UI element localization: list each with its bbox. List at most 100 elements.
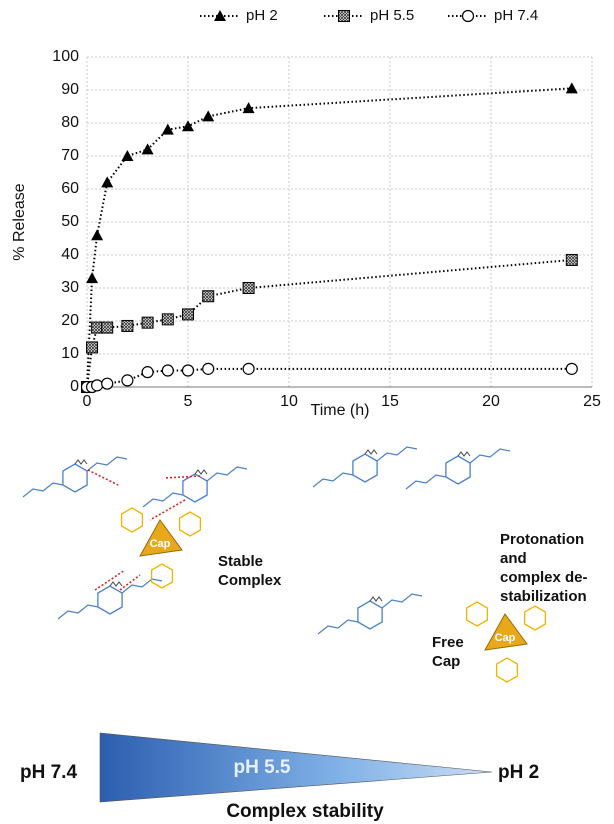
ring (523, 605, 547, 631)
scale-middle: pH 5.5 (233, 757, 290, 778)
cap-triangle (139, 519, 183, 557)
marker (86, 341, 99, 354)
label: Free (432, 634, 464, 651)
label: complex de- (500, 569, 588, 586)
wavy-bond (194, 469, 208, 475)
marker (181, 364, 195, 377)
label: Cap (432, 653, 460, 670)
chain (121, 578, 163, 594)
marker (565, 253, 578, 266)
y-tick-label: 90 (61, 81, 79, 98)
marker (90, 379, 104, 392)
marker (101, 377, 114, 390)
chain (405, 474, 447, 490)
y-tick-label: 80 (61, 114, 79, 131)
x-tick-label: 10 (280, 393, 298, 410)
chain (312, 472, 354, 488)
wavy-bond (364, 449, 378, 455)
x-tick-label: 25 (583, 393, 601, 410)
diagram: pH 5.5 pH 7.4 pH 2 Complex stability Cap… (20, 446, 588, 822)
h-bond (164, 475, 201, 479)
legend-label: pH 5.5 (370, 7, 414, 24)
cap-label: Cap (495, 632, 516, 644)
ring (465, 601, 489, 627)
chain (376, 446, 418, 462)
y-tick-label: 100 (52, 48, 79, 65)
y-axis-title: % Release (11, 183, 28, 260)
wavy-bond (457, 451, 471, 457)
scale-left: pH 7.4 (20, 762, 77, 783)
y-tick-label: 0 (70, 378, 79, 395)
marker (161, 123, 174, 135)
marker (141, 366, 154, 379)
series-line (86, 258, 572, 388)
ring (352, 453, 378, 483)
marker (141, 143, 154, 155)
wavy-bond (74, 459, 88, 465)
cap-triangle (484, 613, 528, 651)
ring (495, 657, 519, 683)
chart: Time (h) % Release 0 10 20 30 40 50 60 70 80 90 10… (11, 7, 601, 419)
ring (120, 507, 144, 533)
chain (206, 466, 248, 482)
marker (182, 120, 194, 132)
marker (91, 229, 104, 241)
marker (338, 10, 350, 22)
h-bond (119, 574, 141, 591)
x-tick-label: 5 (184, 393, 193, 410)
marker (141, 316, 154, 329)
marker (161, 313, 174, 326)
marker (242, 282, 255, 294)
chain (317, 619, 359, 635)
marker (182, 308, 194, 321)
legend-label: pH 2 (246, 7, 278, 24)
label: and (500, 550, 527, 567)
marker (101, 321, 114, 334)
marker (242, 102, 255, 114)
marker (101, 176, 114, 188)
marker (242, 362, 255, 375)
y-tick-label: 50 (61, 213, 79, 230)
y-tick-label: 30 (61, 279, 79, 296)
marker (461, 9, 475, 23)
marker (86, 272, 99, 284)
chain (469, 448, 511, 464)
x-tick-label: 15 (381, 393, 399, 410)
marker (91, 321, 104, 334)
ring (357, 600, 383, 630)
chain (22, 482, 64, 498)
ring (150, 563, 174, 589)
ring (182, 473, 208, 503)
wavy-bond (369, 596, 383, 602)
h-bond (94, 569, 126, 591)
x-axis-title: Time (h) (311, 402, 370, 419)
label: stabilization (500, 588, 587, 605)
marker (202, 110, 215, 122)
marker (121, 150, 134, 161)
scale-title: Complex stability (226, 801, 384, 822)
y-tick-label: 40 (61, 246, 79, 263)
y-tick-label: 60 (61, 180, 79, 197)
label: Complex (218, 572, 282, 589)
wavy-bond (109, 581, 123, 587)
y-tick-label: 20 (61, 312, 79, 329)
cap-label: Cap (150, 538, 171, 550)
y-tick-label: 70 (61, 147, 79, 164)
chain (86, 456, 128, 472)
legend-label: pH 7.4 (494, 7, 538, 24)
chain (142, 492, 184, 508)
marker (214, 10, 226, 21)
series-line (86, 87, 572, 388)
ring (445, 455, 471, 485)
marker (565, 82, 578, 94)
y-tick-label: 10 (61, 345, 79, 362)
marker (202, 362, 215, 375)
h-bond (87, 469, 119, 486)
marker (161, 364, 174, 377)
ring (97, 585, 123, 615)
ring (178, 511, 202, 537)
scale-right: pH 2 (498, 762, 539, 783)
marker (202, 290, 215, 303)
chain (57, 604, 99, 620)
